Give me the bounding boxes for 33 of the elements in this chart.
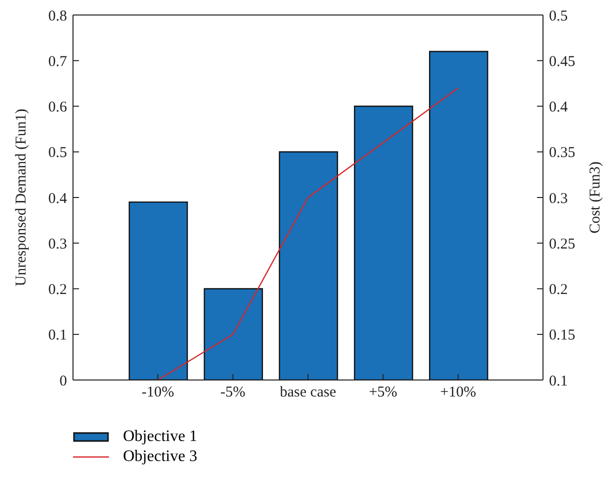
y2-tick-label: 0.5 — [549, 8, 568, 24]
bar — [128, 201, 188, 380]
y-tick-label: 0.3 — [48, 236, 67, 252]
legend-label: Objective 3 — [123, 448, 198, 466]
y2-tick-label: 0.3 — [549, 190, 568, 207]
y2-tick-label: 0.1 — [549, 373, 568, 390]
y2-tick-label: 0.35 — [549, 145, 576, 162]
y-tick-label: 0.6 — [48, 100, 68, 116]
line-series — [157, 87, 459, 380]
y2-tick-label: 0.25 — [549, 236, 576, 252]
y-tick-label: 0.2 — [48, 282, 67, 298]
bar — [354, 106, 414, 380]
y2-tick-label: 0.4 — [549, 100, 568, 116]
x-tick-label: base case — [280, 384, 336, 401]
y-axis-title: Unresponsed Demand (Fun1) — [13, 108, 30, 286]
y-tick-label: 0 — [60, 373, 67, 390]
y2-tick-label: 0.2 — [549, 282, 568, 298]
y-tick-label: 0.8 — [48, 8, 67, 24]
x-tick-label: -5% — [220, 384, 246, 401]
y-tick-label: 0.1 — [48, 328, 67, 344]
x-tick-label: -10% — [142, 384, 174, 401]
bar — [429, 50, 488, 380]
bar — [204, 288, 263, 380]
y2-tick-label: 0.45 — [549, 54, 576, 70]
y2-axis-title: Cost (Fun3) — [587, 161, 604, 234]
x-tick-label: +10% — [440, 384, 476, 401]
legend-label: Objective 1 — [123, 428, 198, 446]
x-tick-label: +5% — [368, 384, 398, 401]
y-tick-label: 0.7 — [48, 54, 68, 70]
bar — [278, 151, 338, 380]
y-tick-label: 0.4 — [48, 190, 68, 207]
y2-tick-label: 0.15 — [549, 328, 576, 344]
y-tick-label: 0.5 — [48, 145, 67, 162]
